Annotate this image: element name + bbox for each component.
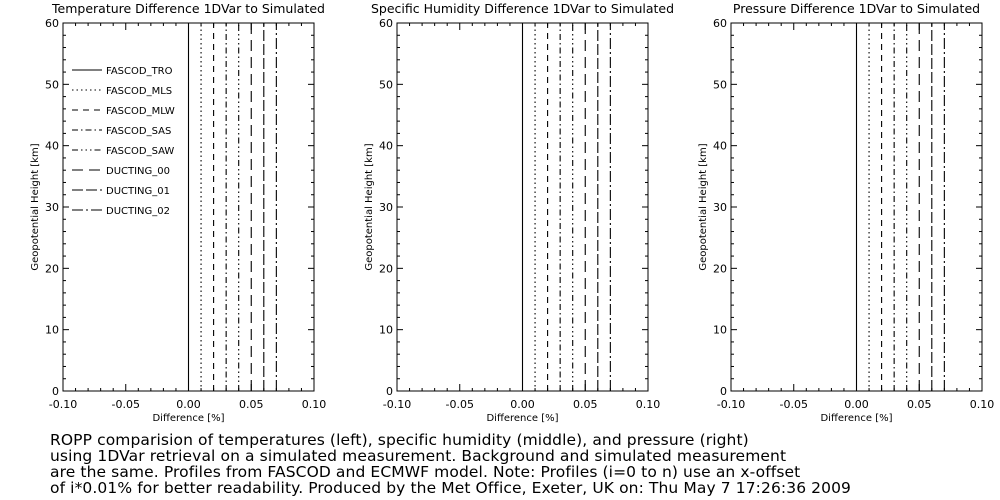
x-tick-label: -0.05 [780,398,808,411]
y-tick-label: 40 [713,140,727,153]
y-tick-label: 20 [379,262,393,275]
x-tick-label: 0.00 [844,398,869,411]
x-axis-label: Difference [%] [486,413,558,424]
chart-title: Temperature Difference 1DVar to Simulate… [51,1,325,16]
y-tick-label: 50 [379,78,393,91]
x-tick-label: 0.00 [510,398,535,411]
x-tick-label: 0.10 [636,398,661,411]
y-tick-label: 60 [379,17,393,30]
y-tick-label: 40 [45,140,59,153]
chart-panel: Temperature Difference 1DVar to Simulate… [30,1,326,424]
y-axis-label: Geopotential Height [km] [30,143,41,270]
y-tick-label: 60 [713,17,727,30]
legend-label: FASCOD_TRO [106,66,173,77]
figure-caption: ROPP comparision of temperatures (left),… [50,432,990,496]
x-tick-label: 0.00 [176,398,201,411]
caption-line: ROPP comparision of temperatures (left),… [50,431,749,449]
x-axis-label: Difference [%] [152,413,224,424]
y-tick-label: 50 [713,78,727,91]
y-tick-label: 20 [713,262,727,275]
legend-label: FASCOD_SAW [106,146,174,157]
chart-panel: Pressure Difference 1DVar to Simulated 0 1… [698,1,994,424]
y-tick-label: 10 [45,324,59,337]
legend-label: FASCOD_SAS [106,126,171,137]
y-tick-label: 30 [45,201,59,214]
y-tick-label: 0 [52,385,59,398]
caption-line: of i*0.01% for better readability. Produ… [50,479,852,497]
chart-title: Pressure Difference 1DVar to Simulated [733,1,980,16]
chart-canvas: Temperature Difference 1DVar to Simulate… [30,1,994,424]
chart-panel: Specific Humidity Difference 1DVar to Si… [364,1,674,424]
y-tick-label: 30 [379,201,393,214]
y-tick-label: 40 [379,140,393,153]
y-tick-label: 0 [386,385,393,398]
y-tick-label: 0 [720,385,727,398]
x-tick-label: -0.10 [49,398,77,411]
x-axis-label: Difference [%] [820,413,892,424]
legend-label: DUCTING_02 [106,206,170,217]
y-axis-label: Geopotential Height [km] [698,143,709,270]
y-tick-label: 10 [379,324,393,337]
legend-label: FASCOD_MLW [106,106,175,117]
caption-line: using 1DVar retrieval on a simulated mea… [50,447,787,465]
y-tick-label: 10 [713,324,727,337]
y-tick-label: 30 [713,201,727,214]
y-tick-label: 20 [45,262,59,275]
legend-label: DUCTING_01 [106,186,170,197]
y-tick-label: 60 [45,17,59,30]
chart-title: Specific Humidity Difference 1DVar to Si… [371,1,674,16]
legend-label: DUCTING_00 [106,166,170,177]
caption-line: are the same. Profiles from FASCOD and E… [50,463,801,481]
x-tick-label: -0.05 [446,398,474,411]
x-tick-label: 0.10 [970,398,995,411]
x-tick-label: -0.05 [112,398,140,411]
x-tick-label: 0.05 [239,398,264,411]
x-tick-label: -0.10 [717,398,745,411]
x-tick-label: 0.10 [302,398,327,411]
x-tick-label: -0.10 [383,398,411,411]
x-tick-label: 0.05 [573,398,598,411]
y-axis-label: Geopotential Height [km] [364,143,375,270]
y-tick-label: 50 [45,78,59,91]
x-tick-label: 0.05 [907,398,932,411]
legend: FASCOD_TRO FASCOD_MLS FASCOD_MLW FASCOD_SAS… [72,66,175,217]
legend-label: FASCOD_MLS [106,86,172,97]
